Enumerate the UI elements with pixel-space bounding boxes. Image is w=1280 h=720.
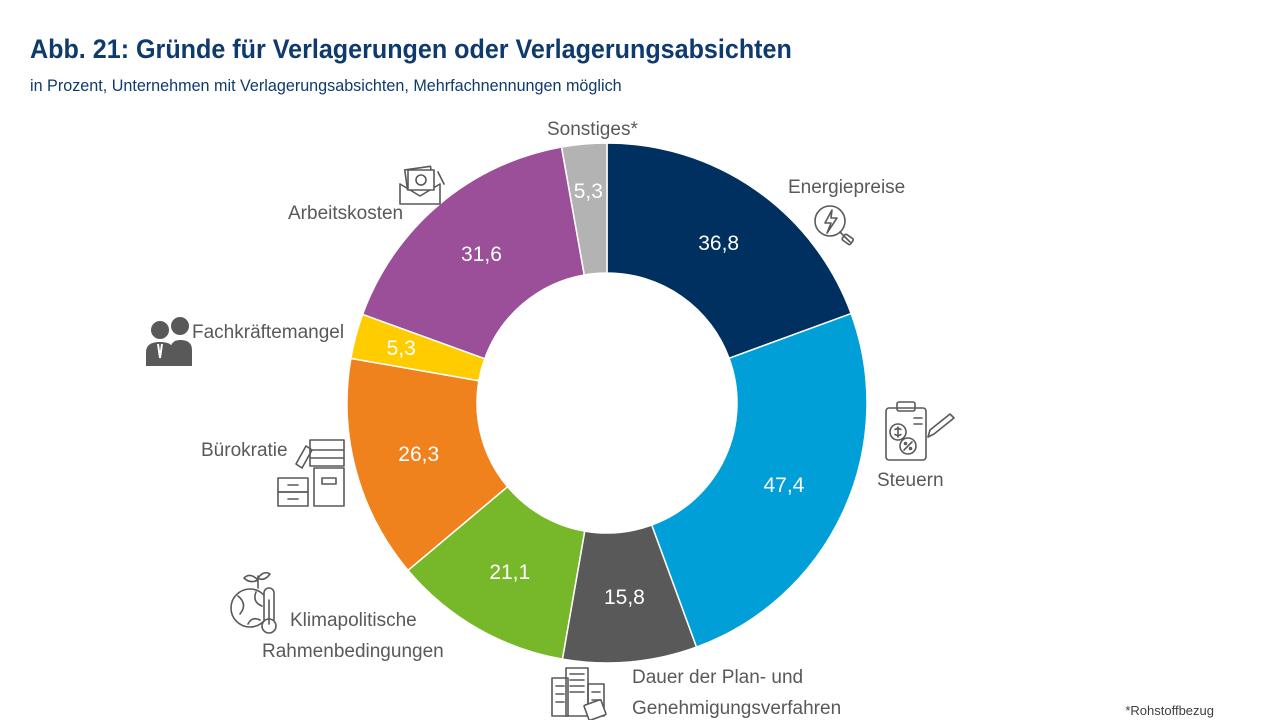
value-labels: 36,8 47,4 15,8 21,1 26,3 5,3 31,6 5,3: [387, 180, 805, 609]
category-label-dauer-line1: Dauer der Plan- und: [632, 667, 803, 688]
climate-thermometer-icon: [230, 571, 277, 634]
category-label-fachkraefte: Fachkräftemangel: [192, 322, 344, 343]
value-label-sonstiges: 5,3: [574, 180, 603, 203]
paperwork-icon: [277, 439, 345, 507]
value-label-fachkraefte: 5,3: [387, 337, 416, 360]
slice-sonstiges: [560, 142, 608, 276]
value-label-energiepreise: 36,8: [698, 232, 739, 255]
value-label-arbeitskosten: 31,6: [461, 243, 502, 266]
value-label-klima: 21,1: [489, 561, 530, 584]
category-label-energiepreise: Energiepreise: [788, 177, 905, 198]
category-label-sonstiges: Sonstiges*: [547, 119, 638, 140]
energy-price-icon: [814, 205, 855, 246]
category-label-arbeitskosten: Arbeitskosten: [288, 203, 403, 224]
value-label-steuern: 47,4: [763, 474, 804, 497]
slice-steuern: [650, 312, 868, 649]
slice-energiepreise: [606, 142, 853, 360]
chart-title: Abb. 21: Gründe für Verlagerungen oder V…: [30, 34, 792, 64]
money-envelope-icon: [399, 165, 445, 205]
chart-subtitle: in Prozent, Unternehmen mit Verlagerungs…: [30, 76, 622, 95]
footnote: *Rohstoffbezug: [1125, 703, 1214, 718]
donut-slices: [346, 142, 868, 664]
buildings-permit-icon: [551, 667, 607, 720]
category-labels: Energiepreise Steuern Dauer der Plan- und G…: [192, 119, 944, 719]
category-label-klima-line1: Klimapolitische: [290, 610, 417, 631]
slice-buerokratie: [346, 357, 509, 572]
slice-arbeitskosten: [361, 146, 586, 360]
value-label-buerokratie: 26,3: [398, 443, 439, 466]
workers-icon: [146, 317, 192, 366]
category-label-dauer-line2: Genehmigungsverfahren: [632, 698, 841, 719]
tax-document-icon: [885, 401, 955, 461]
category-label-steuern: Steuern: [877, 470, 944, 491]
value-label-dauer: 15,8: [604, 586, 645, 609]
category-label-klima-line2: Rahmenbedingungen: [262, 641, 444, 662]
category-label-buerokratie: Bürokratie: [201, 440, 288, 461]
